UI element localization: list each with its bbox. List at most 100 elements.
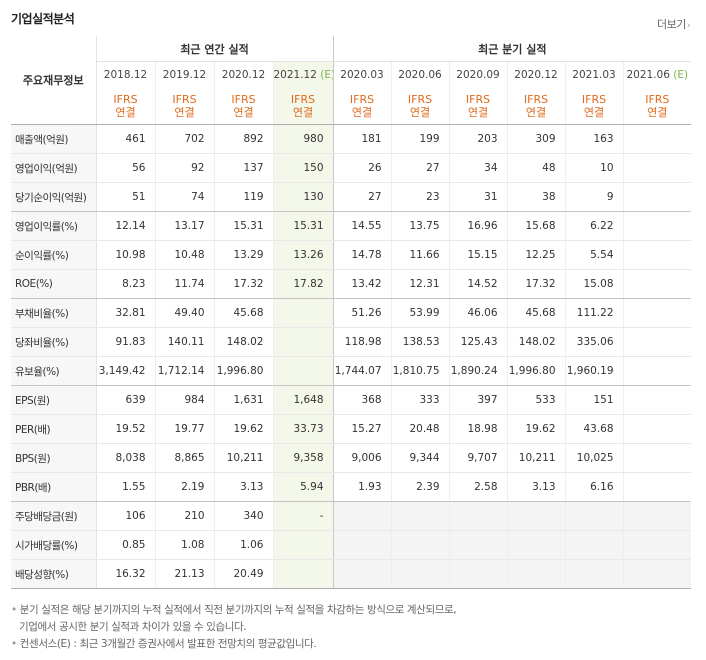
value-cell xyxy=(272,356,334,386)
value-cell: 111.22 xyxy=(564,298,624,328)
value-cell xyxy=(564,530,624,560)
value-cell: 51.26 xyxy=(332,298,392,328)
value-cell: 92 xyxy=(154,153,214,183)
value-cell: 1,996.80 xyxy=(506,356,566,386)
period-header: 2021.12 (E) xyxy=(272,61,334,87)
value-cell: 1,631 xyxy=(213,385,273,415)
value-cell xyxy=(564,501,624,531)
value-cell: 309 xyxy=(506,124,566,154)
row-label: 매출액(억원) xyxy=(11,124,97,154)
value-cell xyxy=(622,269,692,299)
row-label: 당기순이익(억원) xyxy=(11,182,97,212)
value-cell: 31 xyxy=(448,182,508,212)
value-cell: 12.31 xyxy=(390,269,450,299)
value-cell xyxy=(564,559,624,589)
value-cell xyxy=(390,530,450,560)
table-row: 당기순이익(억원) 51 74 119 130 27 23 31 38 9 xyxy=(11,182,692,212)
value-cell: 125.43 xyxy=(448,327,508,357)
period-header: 2020.03 xyxy=(332,61,392,87)
corner-label: 주요재무정보 xyxy=(11,36,97,125)
value-cell: 49.40 xyxy=(154,298,214,328)
value-cell xyxy=(622,472,692,502)
value-cell: 38 xyxy=(506,182,566,212)
value-cell xyxy=(272,559,334,589)
table-row: PER(배) 19.52 19.77 19.62 33.73 15.27 20.48 18.9… xyxy=(11,414,692,444)
more-link[interactable]: 더보기› xyxy=(657,16,691,32)
value-cell: 12.25 xyxy=(506,240,566,270)
footnote-1: • 분기 실적은 해당 분기까지의 누적 실적에서 직전 분기까지의 누적 실적을… xyxy=(11,604,457,616)
value-cell: 34 xyxy=(448,153,508,183)
value-cell: 5.54 xyxy=(564,240,624,270)
ifrs-label: IFRS 연결 xyxy=(272,87,334,125)
period-header: 2021.03 xyxy=(564,61,624,87)
value-cell: 10.98 xyxy=(95,240,155,270)
value-cell: 26 xyxy=(332,153,392,183)
value-cell: 11.66 xyxy=(390,240,450,270)
row-label: 시가배당률(%) xyxy=(11,530,97,560)
row-label: 영업이익(억원) xyxy=(11,153,97,183)
value-cell: 16.32 xyxy=(95,559,155,589)
row-label: 영업이익률(%) xyxy=(11,211,97,241)
value-cell: 892 xyxy=(213,124,273,154)
value-cell: 0.85 xyxy=(95,530,155,560)
value-cell: 2.19 xyxy=(154,472,214,502)
value-cell: 51 xyxy=(95,182,155,212)
value-cell: 11.74 xyxy=(154,269,214,299)
value-cell: 53.99 xyxy=(390,298,450,328)
value-cell: 1,890.24 xyxy=(448,356,508,386)
value-cell: 10 xyxy=(564,153,624,183)
value-cell: 19.62 xyxy=(506,414,566,444)
value-cell xyxy=(622,327,692,357)
period-header: 2021.06 (E) xyxy=(622,61,692,87)
value-cell: 1.08 xyxy=(154,530,214,560)
value-cell: 8,038 xyxy=(95,443,155,473)
value-cell: 15.15 xyxy=(448,240,508,270)
table-row: 주당배당금(원) 106 210 340- xyxy=(11,501,692,531)
value-cell xyxy=(622,414,692,444)
row-label: PER(배) xyxy=(11,414,97,444)
value-cell: 13.26 xyxy=(272,240,334,270)
value-cell: 15.68 xyxy=(506,211,566,241)
value-cell: 10,025 xyxy=(564,443,624,473)
value-cell xyxy=(622,240,692,270)
row-label: 순이익률(%) xyxy=(11,240,97,270)
value-cell: 3.13 xyxy=(506,472,566,502)
value-cell xyxy=(272,327,334,357)
value-cell: 19.52 xyxy=(95,414,155,444)
value-cell: 1.55 xyxy=(95,472,155,502)
value-cell: 163 xyxy=(564,124,624,154)
value-cell: 9,006 xyxy=(332,443,392,473)
value-cell: 1,744.07 xyxy=(332,356,392,386)
value-cell: 203 xyxy=(448,124,508,154)
table-row: 영업이익률(%) 12.14 13.17 15.31 15.31 14.55 13.75 16… xyxy=(11,211,692,241)
value-cell: 91.83 xyxy=(95,327,155,357)
value-cell: 2.58 xyxy=(448,472,508,502)
value-cell: 1,810.75 xyxy=(390,356,450,386)
row-label: EPS(원) xyxy=(11,385,97,415)
value-cell xyxy=(622,124,692,154)
table-row: BPS(원) 8,038 8,865 10,211 9,358 9,006 9,344 9,7… xyxy=(11,443,692,473)
value-cell xyxy=(622,559,692,589)
value-cell: 15.31 xyxy=(213,211,273,241)
value-cell: 9,358 xyxy=(272,443,334,473)
value-cell: 43.68 xyxy=(564,414,624,444)
value-cell xyxy=(332,559,392,589)
ifrs-label: IFRS 연결 xyxy=(95,87,155,125)
period-header: 2020.09 xyxy=(448,61,508,87)
value-cell xyxy=(390,559,450,589)
value-cell xyxy=(622,385,692,415)
value-cell: 1,712.14 xyxy=(154,356,214,386)
value-cell xyxy=(622,501,692,531)
value-cell xyxy=(506,559,566,589)
value-cell xyxy=(622,211,692,241)
value-cell xyxy=(622,153,692,183)
table-row: 당좌비율(%) 91.83 140.11 148.02 118.98 138.53 125.… xyxy=(11,327,692,357)
value-cell: 18.98 xyxy=(448,414,508,444)
table-row: 순이익률(%) 10.98 10.48 13.29 13.26 14.78 11.66 15.… xyxy=(11,240,692,270)
value-cell: 639 xyxy=(95,385,155,415)
value-cell: 32.81 xyxy=(95,298,155,328)
row-label: 주당배당금(원) xyxy=(11,501,97,531)
value-cell: 13.75 xyxy=(390,211,450,241)
value-cell xyxy=(272,530,334,560)
value-cell: 368 xyxy=(332,385,392,415)
